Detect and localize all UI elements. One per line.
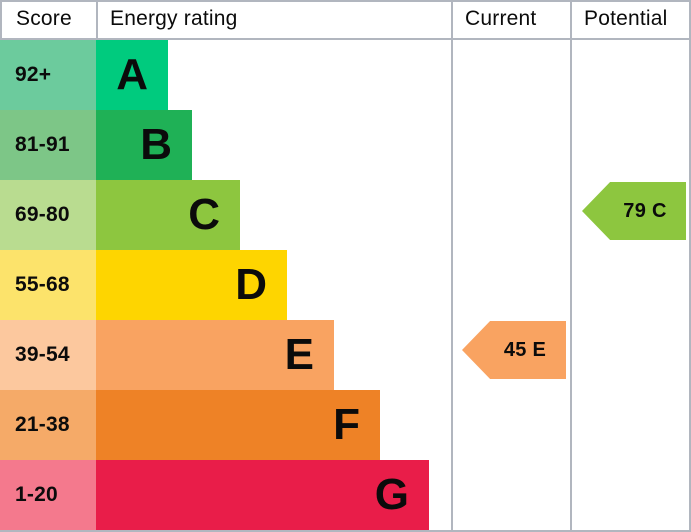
rating-row-d: 55-68 D (0, 250, 691, 320)
score-range-f: 21-38 (0, 390, 96, 460)
column-header-current: Current (465, 7, 537, 30)
rating-row-f: 21-38 F (0, 390, 691, 460)
score-range-b: 81-91 (0, 110, 96, 180)
column-header-energy-rating: Energy rating (110, 7, 238, 30)
rating-letter-a: A (116, 50, 148, 99)
rating-bar-g: G (96, 460, 429, 530)
rating-row-b: 81-91 B (0, 110, 691, 180)
divider-header-bottom (0, 38, 691, 40)
potential-rating-label: 79 C (623, 199, 667, 222)
divider-score-rating (96, 0, 98, 40)
score-range-a: 92+ (0, 40, 96, 110)
divider-potential-column (570, 0, 572, 532)
rating-letter-b: B (140, 120, 172, 169)
rating-letter-f: F (333, 400, 360, 449)
rating-letter-g: G (374, 470, 409, 519)
rating-letter-c: C (188, 190, 220, 239)
column-header-score: Score (16, 7, 72, 30)
rating-bar-b: B (96, 110, 192, 180)
rating-bar-a: A (96, 40, 168, 110)
rating-letter-e: E (284, 330, 314, 379)
rating-bar-f: F (96, 390, 380, 460)
rating-row-e: 39-54 E (0, 320, 691, 390)
rating-row-a: 92+ A (0, 40, 691, 110)
rating-letter-d: D (235, 260, 267, 309)
rating-row-g: 1-20 G (0, 460, 691, 530)
score-range-g: 1-20 (0, 460, 96, 530)
current-rating-label: 45 E (503, 338, 547, 361)
score-range-d: 55-68 (0, 250, 96, 320)
rating-bar-c: C (96, 180, 240, 250)
rating-bar-e: E (96, 320, 334, 390)
rating-row-c: 69-80 C (0, 180, 691, 250)
divider-current-column (451, 0, 453, 532)
score-range-c: 69-80 (0, 180, 96, 250)
score-range-e: 39-54 (0, 320, 96, 390)
rating-bar-d: D (96, 250, 287, 320)
column-header-potential: Potential (584, 7, 668, 30)
